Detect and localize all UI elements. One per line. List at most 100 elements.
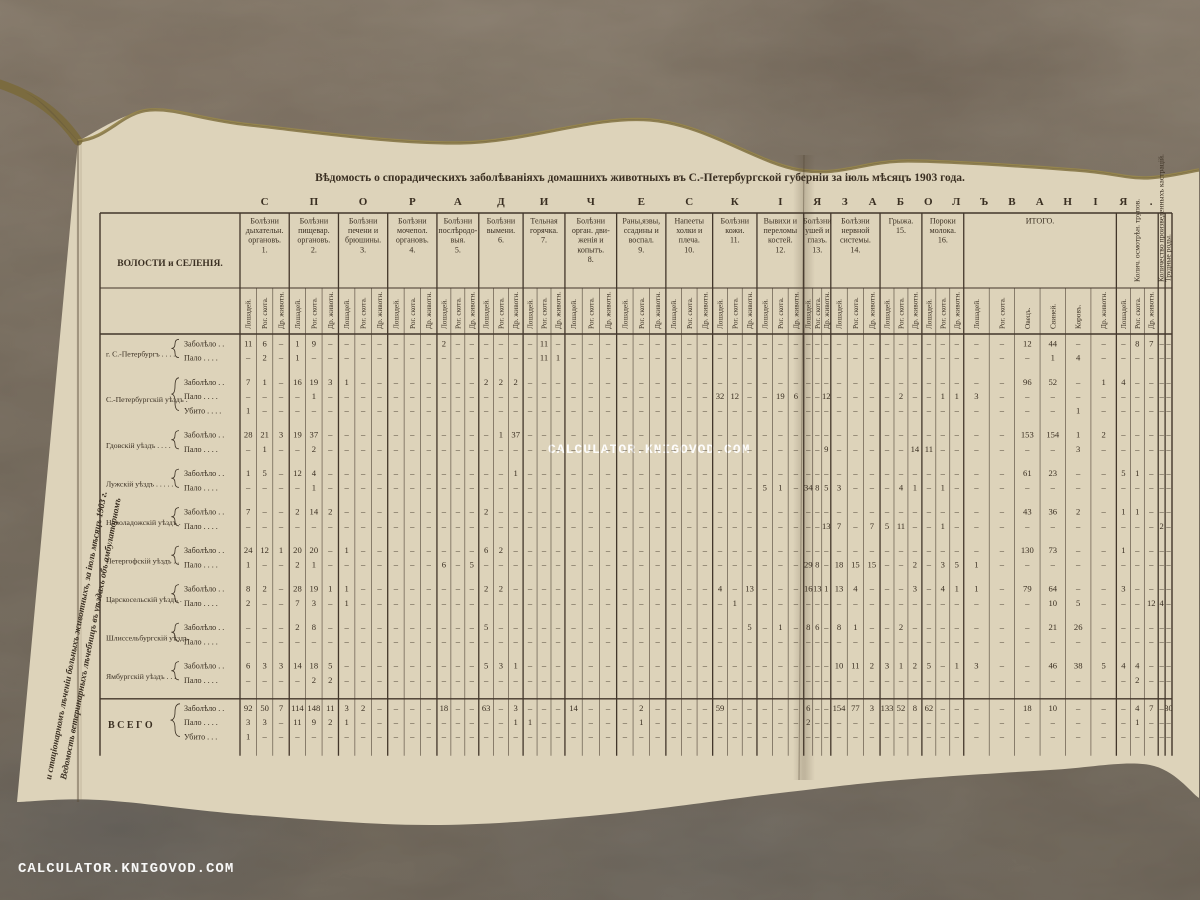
svg-text:Рог. скота.: Рог. скота.	[408, 297, 417, 329]
svg-text:–: –	[898, 353, 904, 363]
svg-text:–: –	[762, 521, 768, 531]
svg-text:–: –	[1134, 377, 1140, 387]
svg-text:44: 44	[1048, 338, 1057, 348]
svg-text:–: –	[717, 636, 723, 646]
svg-text:–: –	[327, 353, 333, 363]
svg-text:С.-Петербургскій уѣздъ .: С.-Петербургскій уѣздъ .	[106, 395, 188, 404]
svg-text:–: –	[469, 468, 475, 478]
svg-text:1: 1	[1121, 545, 1125, 555]
svg-text:–: –	[622, 391, 628, 401]
svg-text:–: –	[973, 717, 979, 727]
svg-text:–: –	[898, 731, 904, 741]
svg-text:–: –	[1134, 521, 1140, 531]
svg-text:–: –	[671, 338, 677, 348]
svg-text:–: –	[483, 468, 489, 478]
svg-text:Пороки: Пороки	[930, 217, 957, 226]
svg-text:–: –	[527, 468, 533, 478]
svg-text:19: 19	[293, 430, 302, 440]
svg-text:–: –	[638, 391, 644, 401]
svg-text:–: –	[483, 430, 489, 440]
svg-text:–: –	[702, 675, 708, 685]
svg-text:–: –	[926, 675, 932, 685]
svg-text:–: –	[376, 622, 382, 632]
svg-text:–: –	[793, 482, 799, 492]
svg-text:–: –	[344, 482, 350, 492]
svg-text:–: –	[638, 468, 644, 478]
svg-text:–: –	[588, 444, 594, 454]
svg-text:–: –	[393, 636, 399, 646]
svg-text:–: –	[793, 521, 799, 531]
svg-text:–: –	[686, 703, 692, 713]
svg-text:Рог. скота.: Рог. скота.	[851, 297, 860, 329]
svg-text:пищевар.: пищевар.	[298, 226, 330, 235]
svg-text:24: 24	[244, 545, 253, 555]
svg-text:–: –	[702, 377, 708, 387]
svg-text:–: –	[1134, 731, 1140, 741]
svg-text:–: –	[245, 391, 251, 401]
svg-text:–: –	[327, 521, 333, 531]
svg-text:–: –	[376, 468, 382, 478]
svg-text:–: –	[393, 468, 399, 478]
svg-text:2.: 2.	[311, 245, 317, 254]
svg-text:Болѣзни: Болѣзни	[841, 217, 870, 226]
svg-text:–: –	[814, 545, 820, 555]
svg-text:5: 5	[824, 482, 828, 492]
svg-text:–: –	[912, 675, 918, 685]
svg-text:3: 3	[328, 377, 332, 387]
svg-text:–: –	[527, 661, 533, 671]
svg-text:1: 1	[528, 717, 532, 727]
svg-text:–: –	[622, 717, 628, 727]
svg-text:–: –	[409, 353, 415, 363]
svg-text:–: –	[555, 391, 561, 401]
svg-text:–: –	[1024, 391, 1030, 401]
svg-text:–: –	[638, 338, 644, 348]
svg-text:–: –	[483, 717, 489, 727]
svg-text:–: –	[327, 430, 333, 440]
svg-text:–: –	[527, 444, 533, 454]
svg-text:–: –	[671, 661, 677, 671]
svg-text:–: –	[541, 377, 547, 387]
svg-text:12: 12	[731, 391, 740, 401]
svg-text:46: 46	[1048, 661, 1057, 671]
svg-text:–: –	[376, 703, 382, 713]
svg-text:–: –	[805, 675, 811, 685]
svg-text:–: –	[852, 598, 858, 608]
svg-text:ушей и: ушей и	[805, 226, 830, 235]
svg-text:–: –	[455, 545, 461, 555]
svg-text:–: –	[469, 507, 475, 517]
svg-text:–: –	[671, 468, 677, 478]
svg-text:1: 1	[955, 661, 959, 671]
svg-text:–: –	[498, 717, 504, 727]
svg-text:–: –	[360, 559, 366, 569]
svg-text:–: –	[671, 507, 677, 517]
svg-text:–: –	[261, 405, 267, 415]
svg-text:–: –	[671, 430, 677, 440]
svg-text:–: –	[793, 675, 799, 685]
svg-text:Заболѣло . .: Заболѣло . .	[184, 508, 224, 517]
svg-text:–: –	[555, 377, 561, 387]
svg-text:печени и: печени и	[348, 226, 379, 235]
svg-text:3: 3	[885, 661, 889, 671]
svg-text:Царскосельскій уѣздъ .: Царскосельскій уѣздъ .	[106, 595, 182, 604]
svg-text:–: –	[360, 661, 366, 671]
svg-text:–: –	[605, 338, 611, 348]
svg-text:–: –	[954, 622, 960, 632]
svg-text:Убито . . . .: Убито . . . .	[184, 406, 221, 415]
svg-text:–: –	[1165, 338, 1171, 348]
svg-text:холки и: холки и	[676, 226, 703, 235]
svg-text:–: –	[1075, 731, 1081, 741]
svg-text:–: –	[1148, 482, 1154, 492]
svg-text:–: –	[360, 377, 366, 387]
svg-text:–: –	[245, 521, 251, 531]
svg-text:–: –	[426, 391, 432, 401]
svg-text:2: 2	[295, 507, 299, 517]
svg-text:–: –	[455, 482, 461, 492]
svg-text:6: 6	[246, 661, 251, 671]
svg-text:Заболѣло . .: Заболѣло . .	[184, 378, 224, 387]
svg-text:–: –	[1050, 675, 1056, 685]
svg-text:–: –	[732, 507, 738, 517]
svg-text:Болѣзни: Болѣзни	[250, 217, 279, 226]
svg-text:Болѣзни: Болѣзни	[577, 217, 606, 226]
svg-text:–: –	[823, 661, 829, 671]
svg-text:–: –	[1075, 377, 1081, 387]
